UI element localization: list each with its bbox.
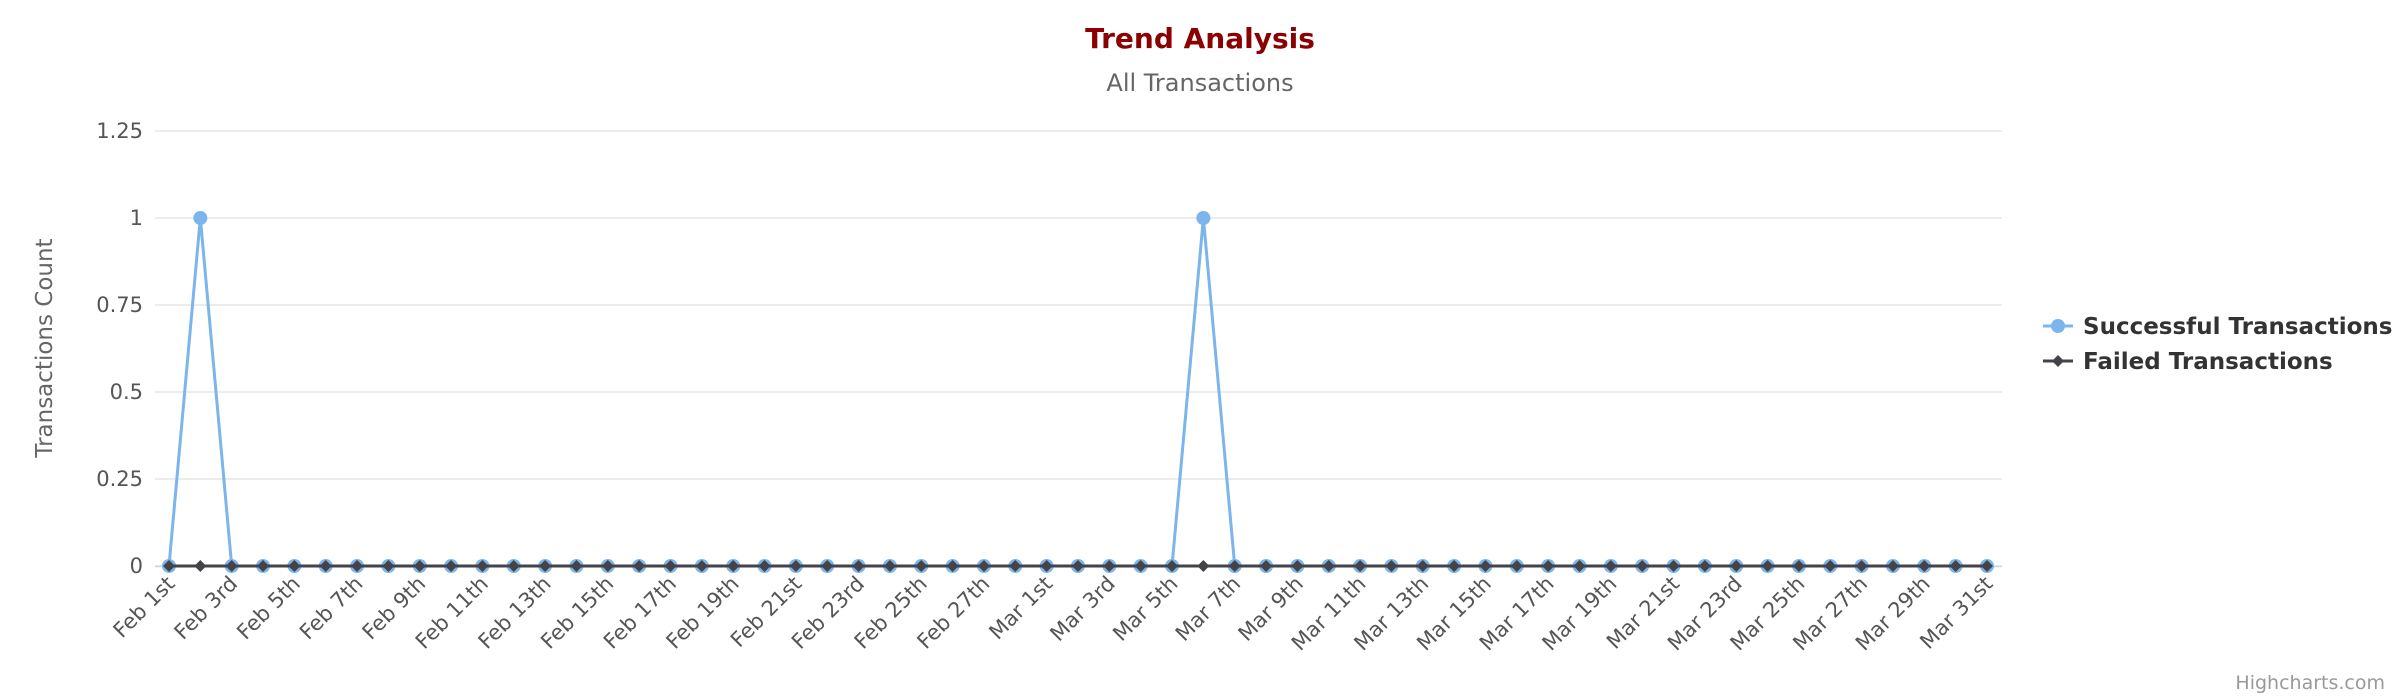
- data-point[interactable]: [1824, 560, 1837, 572]
- data-point[interactable]: [789, 560, 802, 572]
- data-point[interactable]: [1698, 560, 1711, 572]
- data-point[interactable]: [758, 560, 771, 572]
- data-point[interactable]: [351, 560, 364, 572]
- circle-marker-icon: [2051, 319, 2065, 333]
- data-point[interactable]: [1416, 560, 1429, 572]
- chart-title: Trend Analysis: [1085, 22, 1315, 55]
- data-point[interactable]: [1479, 560, 1492, 572]
- data-point[interactable]: [1604, 560, 1617, 572]
- data-point[interactable]: [601, 560, 614, 572]
- data-point[interactable]: [1573, 560, 1586, 572]
- data-point[interactable]: [476, 560, 489, 572]
- data-point[interactable]: [413, 560, 426, 572]
- x-tick-label: Mar 3rd: [1045, 572, 1119, 646]
- data-point[interactable]: [852, 560, 865, 572]
- data-point[interactable]: [1510, 560, 1523, 572]
- data-point[interactable]: [1354, 560, 1367, 572]
- data-point[interactable]: [1009, 560, 1022, 572]
- data-point[interactable]: [539, 560, 552, 572]
- data-point[interactable]: [821, 560, 834, 572]
- y-tick-label: 1.25: [96, 119, 143, 143]
- data-point[interactable]: [288, 560, 301, 572]
- data-point[interactable]: [946, 560, 959, 572]
- data-point[interactable]: [1886, 560, 1899, 572]
- data-point[interactable]: [319, 560, 332, 572]
- data-point[interactable]: [1918, 560, 1931, 572]
- data-point[interactable]: [225, 560, 238, 572]
- legend-item[interactable]: Failed Transactions: [2043, 349, 2333, 375]
- data-point[interactable]: [1448, 560, 1461, 572]
- y-tick-label: 1: [130, 206, 143, 230]
- data-point[interactable]: [977, 560, 990, 572]
- series-layer: [162, 211, 1994, 573]
- legend-label: Failed Transactions: [2083, 349, 2333, 375]
- data-point[interactable]: [1072, 560, 1084, 572]
- data-point[interactable]: [695, 560, 708, 572]
- data-point[interactable]: [1103, 560, 1116, 572]
- x-tick-label: Feb 3rd: [170, 572, 243, 645]
- legend-label: Successful Transactions: [2083, 314, 2392, 340]
- data-point[interactable]: [915, 560, 928, 572]
- x-tick-label: Mar 7th: [1171, 572, 1245, 646]
- y-axis-ticks: 0 0.25 0.5 0.75 1 1.25: [96, 119, 143, 578]
- gridlines: [155, 130, 2002, 568]
- y-axis-title: Transactions Count: [32, 238, 58, 458]
- data-point[interactable]: [570, 560, 583, 572]
- credits-link[interactable]: Highcharts.com: [2235, 672, 2385, 694]
- diamond-marker-icon: [2052, 355, 2064, 367]
- data-point[interactable]: [1792, 560, 1805, 572]
- data-point[interactable]: [1981, 560, 1993, 572]
- y-tick-label: 0.5: [110, 380, 143, 404]
- data-point[interactable]: [1197, 560, 1210, 572]
- data-point[interactable]: [1134, 560, 1147, 572]
- x-tick-label: Feb 7th: [295, 572, 368, 645]
- data-point[interactable]: [1260, 560, 1273, 572]
- legend: Successful Transactions Failed Transactio…: [2043, 314, 2392, 375]
- data-point[interactable]: [257, 560, 270, 572]
- data-point[interactable]: [1040, 560, 1053, 572]
- data-point[interactable]: [1636, 560, 1649, 572]
- data-point[interactable]: [1730, 560, 1743, 572]
- data-point[interactable]: [1542, 560, 1555, 572]
- series-1: [163, 560, 1993, 572]
- data-point[interactable]: [664, 560, 677, 572]
- data-point[interactable]: [194, 560, 207, 572]
- y-tick-label: 0: [130, 554, 143, 578]
- y-tick-label: 0.25: [96, 467, 143, 491]
- data-point[interactable]: [633, 560, 646, 572]
- data-point[interactable]: [445, 560, 458, 572]
- data-point[interactable]: [193, 211, 208, 225]
- data-point[interactable]: [1322, 560, 1335, 572]
- data-point[interactable]: [1196, 211, 1211, 225]
- x-tick-label: Feb 1st: [109, 572, 180, 643]
- x-tick-label: Mar 5th: [1108, 572, 1182, 646]
- data-point[interactable]: [1385, 560, 1398, 572]
- chart-subtitle: All Transactions: [1106, 69, 1293, 97]
- data-point[interactable]: [1166, 560, 1179, 572]
- data-point[interactable]: [1949, 560, 1962, 572]
- data-point[interactable]: [727, 560, 740, 572]
- x-tick-label: Mar 1st: [984, 572, 1057, 645]
- legend-item[interactable]: Successful Transactions: [2043, 314, 2392, 340]
- data-point[interactable]: [883, 560, 896, 572]
- x-tick-label: Feb 5th: [232, 572, 305, 645]
- data-point[interactable]: [163, 560, 175, 572]
- data-point[interactable]: [1291, 560, 1304, 572]
- data-point[interactable]: [507, 560, 520, 572]
- data-point[interactable]: [1228, 560, 1241, 572]
- data-point[interactable]: [382, 560, 395, 572]
- data-point[interactable]: [1761, 560, 1774, 572]
- data-point[interactable]: [1855, 560, 1868, 572]
- y-tick-label: 0.75: [96, 293, 143, 317]
- data-point[interactable]: [1667, 560, 1680, 572]
